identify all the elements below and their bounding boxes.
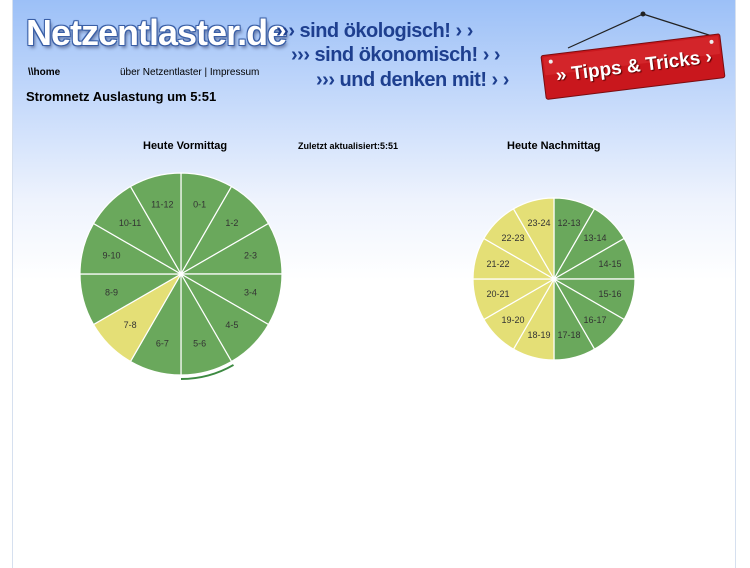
pie-morning-label-8-9: 8-9 [105,288,118,298]
pie-morning-label-6-7: 6-7 [156,339,169,349]
pie-afternoon-label-22-23: 22-23 [501,233,524,243]
slogan-ecological: ››› sind ökologisch! › › [276,20,473,42]
pie-morning-label-7-8: 7-8 [124,320,137,330]
slogan-smart: ››› und denken mit! › › [316,69,509,91]
pie-afternoon-label-17-18: 17-18 [557,330,580,340]
pie-morning-label-5-6: 5-6 [193,339,206,349]
chart-title-afternoon: Heute Nachmittag [507,140,601,152]
pie-afternoon-label-20-21: 20-21 [486,289,509,299]
page-subtitle: Stromnetz Auslastung um 5:51 [26,89,217,104]
nav-links: über Netzentlaster | Impressum [120,67,259,78]
pie-morning-segment-11-12 [129,172,182,277]
nav-imprint-link[interactable]: Impressum [209,67,260,78]
last-updated: Zuletzt aktualisiert:5:51 [298,141,399,151]
pie-afternoon-label-15-16: 15-16 [599,289,622,299]
pie-morning-label-9-10: 9-10 [102,250,120,260]
nav-home-link[interactable]: \\home [28,67,61,78]
pie-afternoon-label-12-13: 12-13 [557,218,580,228]
site-logo[interactable]: Netzentlaster.de [26,12,287,53]
pie-morning-label-0-1: 0-1 [193,199,206,209]
slogan-economical: ››› sind ökonomisch! › › [291,44,501,66]
pie-afternoon-label-14-15: 14-15 [599,259,622,269]
chart-title-morning: Heute Vormittag [143,140,228,152]
nav-separator: | [204,67,208,78]
pie-afternoon-label-13-14: 13-14 [583,233,606,243]
pie-morning-label-2-3: 2-3 [244,250,257,260]
pie-morning-label-3-4: 3-4 [244,288,257,298]
pie-morning-label-1-2: 1-2 [225,218,238,228]
pie-afternoon-label-21-22: 21-22 [486,259,509,269]
nav-about-link[interactable]: über Netzentlaster [120,67,202,78]
pie-morning-label-11-12: 11-12 [151,199,173,209]
pie-morning-current-marker [180,364,234,380]
pie-afternoon-label-18-19: 18-19 [527,330,550,340]
pie-afternoon-label-19-20: 19-20 [501,315,524,325]
pie-morning-label-4-5: 4-5 [225,320,238,330]
pie-afternoon-segment-23-24 [512,197,555,282]
pie-afternoon-label-16-17: 16-17 [583,315,606,325]
pie-morning-label-10-11: 10-11 [119,218,141,228]
pie-afternoon-label-23-24: 23-24 [527,218,550,228]
